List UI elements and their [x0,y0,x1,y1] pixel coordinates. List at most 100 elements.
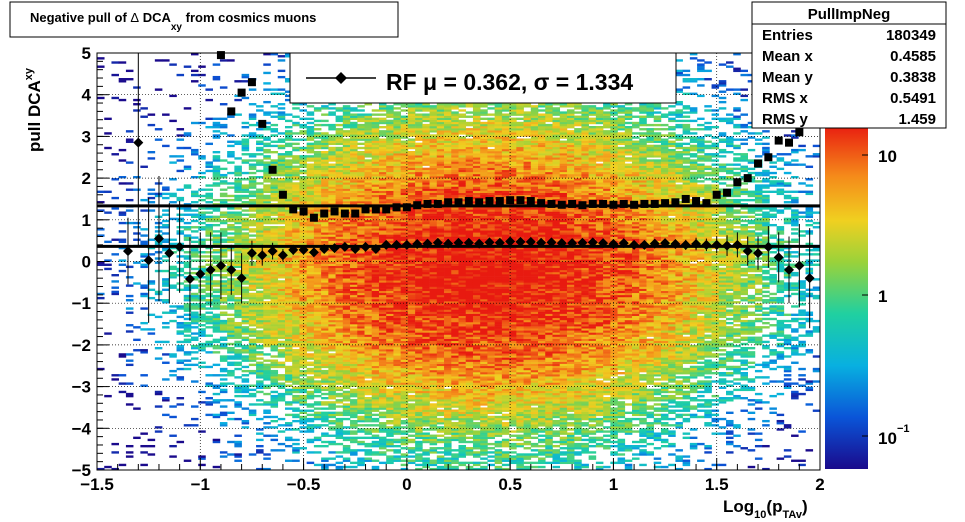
heat-cell [407,438,416,442]
heat-cell [407,336,416,339]
heat-cell [162,113,170,116]
heat-cell [386,194,394,198]
heat-cell [393,303,401,306]
heat-cell [357,105,365,108]
heat-cell [400,390,409,394]
heat-cell [364,367,373,371]
heat-cell [364,259,373,262]
heat-cell [407,176,416,179]
heat-cell [378,223,387,227]
heat-cell [248,307,257,310]
heat-cell [335,351,344,354]
heat-cell [212,269,221,273]
heat-cell [263,53,271,56]
heat-cell [321,336,329,339]
heat-cell [400,142,409,146]
heat-cell [400,459,409,462]
heat-cell [364,184,373,187]
heat-cell [292,123,300,127]
heat-cell [277,267,286,271]
heat-cell [400,392,409,396]
heat-cell [371,238,380,241]
heat-cell [386,157,394,160]
heat-cell [400,342,409,346]
heat-cell [393,344,401,348]
heat-cell [234,305,242,308]
heat-cell [328,344,336,348]
heat-cell [248,315,257,319]
heat-cell [350,167,358,171]
heat-cell [422,363,430,367]
heat-cell [299,255,307,258]
heat-cell [415,288,423,291]
heat-cell [241,317,250,321]
heat-cell [350,353,358,356]
heat-cell [306,403,315,406]
heat-cell [386,334,394,337]
heat-cell [342,236,351,239]
heat-cell [270,194,279,198]
heat-cell [350,436,358,440]
heat-cell [263,238,271,241]
heat-cell [140,349,148,352]
heat-cell [328,321,336,325]
heat-cell [357,436,365,440]
heat-cell [335,361,344,364]
heat-cell [342,169,351,173]
heat-cell [350,369,358,373]
heat-cell [241,148,250,152]
heat-cell [335,186,344,189]
heat-cell [284,173,293,177]
heat-cell [342,451,351,454]
heat-cell [306,428,315,431]
heat-cell [299,228,307,231]
heat-cell [378,217,387,221]
heat-cell [277,182,286,185]
heat-cell [371,240,380,244]
heat-cell [415,299,423,302]
heat-cell [284,315,293,319]
heat-cell [241,190,250,193]
heat-cell [292,213,300,216]
heat-cell [422,253,430,256]
heat-cell [205,351,213,354]
heat-cell [378,453,387,456]
heat-cell [328,334,336,337]
heat-cell [256,334,264,337]
heat-cell [400,163,409,166]
heat-cell [364,313,373,317]
heat-cell [321,340,329,344]
heat-cell [219,269,228,273]
heat-cell [140,463,148,467]
heat-cell [364,307,373,310]
heat-cell [350,128,358,131]
heat-cell [313,209,322,212]
heat-cell [371,330,380,333]
heat-cell [378,394,387,398]
heat-cell [350,357,358,360]
heat-cell [415,155,423,158]
heat-cell [357,223,365,227]
heat-cell [277,353,286,356]
heat-cell [162,248,170,252]
heat-cell [407,251,416,254]
heat-cell [263,88,271,91]
heat-cell [386,198,394,202]
heat-cell [205,276,213,279]
heat-cell [248,153,257,156]
heat-cell [205,184,213,187]
heat-cell [350,278,358,281]
heat-cell [248,115,257,118]
heat-cell [292,351,300,354]
heat-cell [183,263,192,266]
heat-cell [241,96,250,100]
heat-cell [321,374,329,377]
heat-cell [263,215,271,219]
heat-cell [371,194,380,198]
heat-cell [306,378,315,381]
heat-cell [407,338,416,342]
heat-cell [328,372,336,375]
heat-cell [357,349,365,352]
heat-cell [248,392,257,396]
heat-cell [205,303,213,306]
